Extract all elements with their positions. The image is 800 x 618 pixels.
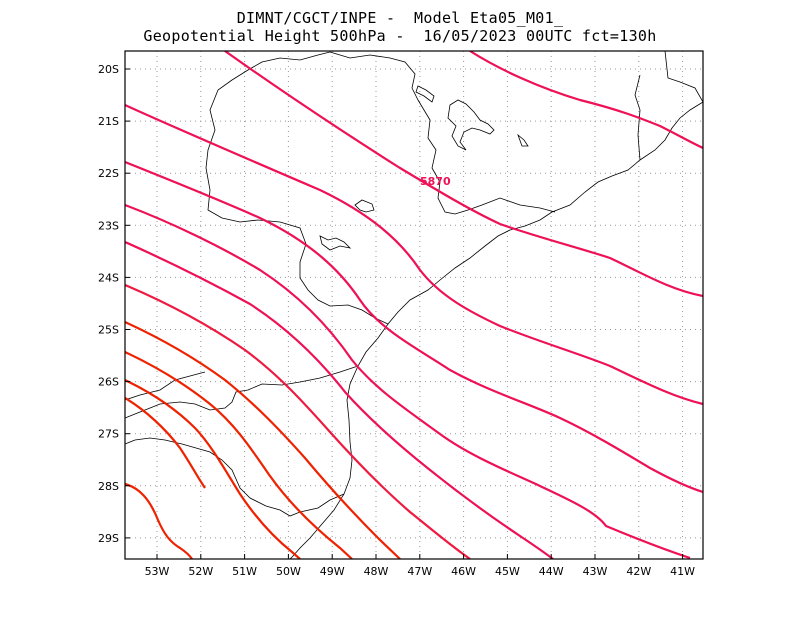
lon-tick-label: 51W	[232, 565, 257, 578]
lat-tick-label: 24S	[98, 271, 119, 284]
contour-line	[125, 397, 206, 489]
state-border-rj-mg	[664, 51, 703, 103]
lon-tick-label: 52W	[188, 565, 213, 578]
state-border-sp-mg	[329, 51, 556, 215]
state-border-pr-sc	[125, 365, 359, 419]
plot-frame	[124, 50, 704, 560]
contour-line	[224, 51, 703, 298]
lon-tick-label: 43W	[583, 565, 608, 578]
contour-label: 5870	[420, 175, 451, 188]
lon-tick-label: 47W	[407, 565, 432, 578]
lat-tick-label: 22S	[98, 167, 119, 180]
lat-tick-label: 29S	[98, 532, 119, 545]
state-border-sc-rs	[125, 437, 345, 517]
lat-tick-label: 28S	[98, 480, 119, 493]
latitude-labels: 20S 21S 22S 23S 24S 25S 26S 27S 28S 29S	[98, 63, 130, 545]
lon-tick-label: 42W	[626, 565, 651, 578]
contour-line	[125, 379, 301, 559]
lat-tick-label: 21S	[98, 115, 119, 128]
contour-line	[125, 103, 703, 406]
lake-1	[447, 99, 495, 151]
contour-line	[469, 51, 703, 149]
lon-tick-label: 44W	[539, 565, 564, 578]
lat-lon-grid	[125, 51, 703, 559]
lon-tick-label: 41W	[670, 565, 695, 578]
geopotential-contours	[125, 51, 703, 559]
contour-line	[125, 160, 703, 494]
chart-title-line-2: Geopotential Height 500hPa - 16/05/2023 …	[143, 27, 657, 45]
lat-tick-label: 27S	[98, 428, 119, 441]
contour-line	[125, 320, 401, 559]
contour-line	[125, 482, 193, 559]
lat-tick-label: 26S	[98, 376, 119, 389]
lon-tick-label: 46W	[451, 565, 476, 578]
lat-tick-label: 20S	[98, 63, 119, 76]
lon-tick-label: 49W	[320, 565, 345, 578]
lon-tick-label: 48W	[364, 565, 389, 578]
lake-3	[354, 199, 375, 213]
contour-line	[125, 283, 471, 559]
state-border-sp-pr	[205, 51, 389, 325]
lat-tick-label: 25S	[98, 324, 119, 337]
lon-tick-label: 50W	[276, 565, 301, 578]
rio-grande-river	[125, 371, 206, 401]
lat-tick-label: 23S	[98, 219, 119, 232]
contour-line	[125, 351, 353, 559]
contour-line	[125, 240, 554, 559]
state-border-mg-es	[634, 74, 641, 161]
lon-tick-label: 45W	[495, 565, 520, 578]
contour-line	[125, 203, 691, 559]
lake-4	[415, 85, 435, 103]
lake-2	[319, 235, 352, 251]
lon-tick-label: 53W	[145, 565, 170, 578]
coastline-and-borders	[125, 51, 703, 559]
lake-5	[517, 133, 529, 147]
coastline	[289, 101, 703, 559]
chart-title-line-1: DIMNT/CGCT/INPE - Model Eta05_M01_	[236, 9, 564, 27]
longitude-labels: 53W 52W 51W 50W 49W 48W 47W 46W 45W 44W 43W 42W 41W	[145, 554, 695, 578]
